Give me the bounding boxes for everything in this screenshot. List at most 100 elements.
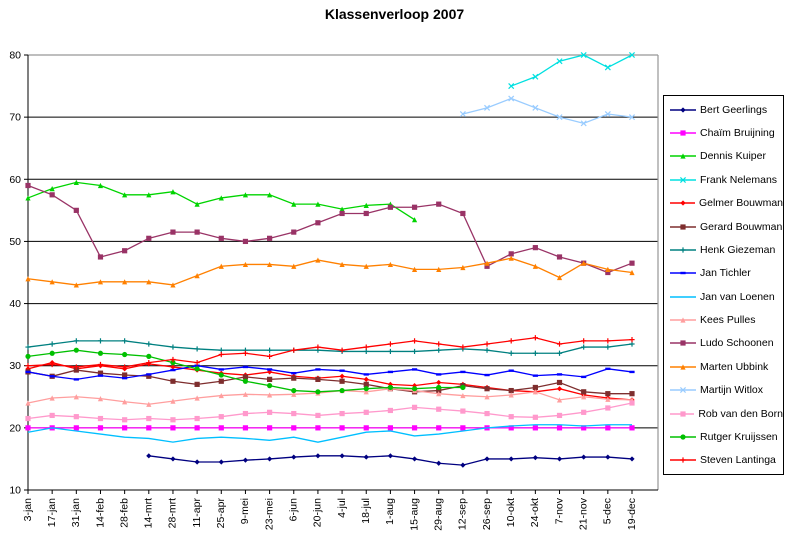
series-steven-lantinga xyxy=(25,335,635,370)
marker-square xyxy=(556,254,563,260)
marker-plus xyxy=(122,364,128,370)
marker-square xyxy=(73,367,79,373)
legend-item-frank-nelemans: Frank Nelemans xyxy=(670,169,783,191)
y-tick-label: 30 xyxy=(9,360,21,372)
legend-label: Dennis Kuiper xyxy=(700,150,766,163)
marker-plus xyxy=(25,344,31,350)
marker-square xyxy=(122,372,128,378)
series-jan-van-loenen xyxy=(27,424,632,443)
marker-square xyxy=(532,384,538,391)
legend-label: Steven Lantinga xyxy=(700,454,776,467)
marker-circle xyxy=(170,360,176,366)
marker-triangle xyxy=(460,392,466,399)
series-line-marten-ubbink xyxy=(27,257,633,286)
series-rutger-kruijssen xyxy=(25,347,466,395)
legend-label: Frank Nelemans xyxy=(700,173,778,186)
series-kees-pulles xyxy=(25,386,635,407)
marker-circle xyxy=(122,351,128,358)
marker-x xyxy=(580,120,587,127)
marker-triangle xyxy=(242,261,249,268)
marker-dash xyxy=(146,373,152,376)
marker-square xyxy=(508,251,514,257)
series-line-steven-lantinga xyxy=(27,337,633,368)
marker-square xyxy=(339,410,345,417)
marker-square xyxy=(122,248,128,254)
x-tick-label: 15-aug xyxy=(408,498,420,531)
marker-square xyxy=(146,235,152,241)
marker-square xyxy=(25,425,31,431)
marker-square xyxy=(122,417,128,423)
marker-plus xyxy=(556,341,563,347)
marker-triangle xyxy=(218,263,224,269)
marker-x xyxy=(508,83,515,90)
x-tick-label: 21-nov xyxy=(577,497,589,530)
legend-item-marten-ubbink: Marten Ubbink xyxy=(670,356,783,378)
legend-marker-kees-pulles xyxy=(670,317,696,323)
x-tick-label: 5-dec xyxy=(602,498,614,524)
marker-square xyxy=(411,204,418,210)
marker-triangle xyxy=(363,263,369,269)
marker-triangle xyxy=(680,364,686,370)
marker-diamond xyxy=(484,456,490,462)
marker-triangle xyxy=(25,195,31,201)
x-tick-label: 19-dec xyxy=(626,498,638,530)
marker-triangle xyxy=(97,396,104,402)
marker-square xyxy=(242,238,249,245)
x-tick-label: 9-mei xyxy=(239,498,251,524)
marker-dash xyxy=(170,368,176,372)
marker-plus xyxy=(170,356,176,363)
legend-label: Gerard Bouwman xyxy=(700,220,783,233)
series-line-rob-van-den-born xyxy=(27,402,633,421)
marker-circle xyxy=(387,384,393,391)
marker-triangle xyxy=(532,389,538,395)
marker-plus xyxy=(146,341,152,347)
marker-dash xyxy=(242,365,249,369)
marker-plus xyxy=(411,338,418,344)
legend-marker-marten-ubbink xyxy=(670,364,696,370)
x-tick-label: 31-jan xyxy=(70,498,82,527)
marker-x xyxy=(604,64,611,71)
marker-square xyxy=(680,410,686,417)
marker-plus xyxy=(387,341,393,347)
marker-x xyxy=(459,111,466,118)
marker-triangle xyxy=(242,391,249,397)
marker-square xyxy=(460,425,466,431)
marker-square xyxy=(49,192,55,198)
marker-plus xyxy=(411,348,418,355)
marker-square xyxy=(315,412,321,419)
marker-square xyxy=(387,425,393,431)
x-tick-label: 28-mrt xyxy=(167,498,179,528)
legend-label: Bert Geerlings xyxy=(700,103,768,116)
legend-marker-bert-geerlings xyxy=(670,107,696,113)
marker-square xyxy=(25,182,31,189)
marker-triangle xyxy=(170,398,176,404)
marker-plus xyxy=(49,341,55,347)
marker-diamond xyxy=(460,462,466,468)
marker-dash xyxy=(629,370,635,374)
marker-triangle xyxy=(532,263,538,269)
marker-dash xyxy=(605,367,611,371)
marker-square xyxy=(339,425,345,431)
marker-diamond xyxy=(291,454,297,460)
marker-x xyxy=(628,114,636,121)
y-tick-label: 80 xyxy=(9,50,21,62)
marker-plus xyxy=(680,457,686,463)
series-line-gelmer-bouwman xyxy=(27,361,633,401)
marker-circle xyxy=(25,353,31,359)
marker-plus xyxy=(170,344,176,350)
marker-triangle xyxy=(315,257,321,263)
marker-circle xyxy=(218,372,224,378)
marker-square xyxy=(556,425,563,431)
marker-plus xyxy=(218,351,224,358)
marker-square xyxy=(605,425,611,431)
marker-square xyxy=(218,425,224,431)
marker-circle xyxy=(363,386,369,392)
marker-square xyxy=(170,378,176,384)
marker-square xyxy=(629,260,635,266)
x-tick-label: 20-jun xyxy=(312,498,324,527)
marker-triangle xyxy=(484,394,490,400)
marker-diamond xyxy=(605,454,611,460)
x-tick-label: 14-feb xyxy=(94,498,106,528)
marker-triangle xyxy=(170,282,176,288)
marker-square xyxy=(97,415,104,422)
